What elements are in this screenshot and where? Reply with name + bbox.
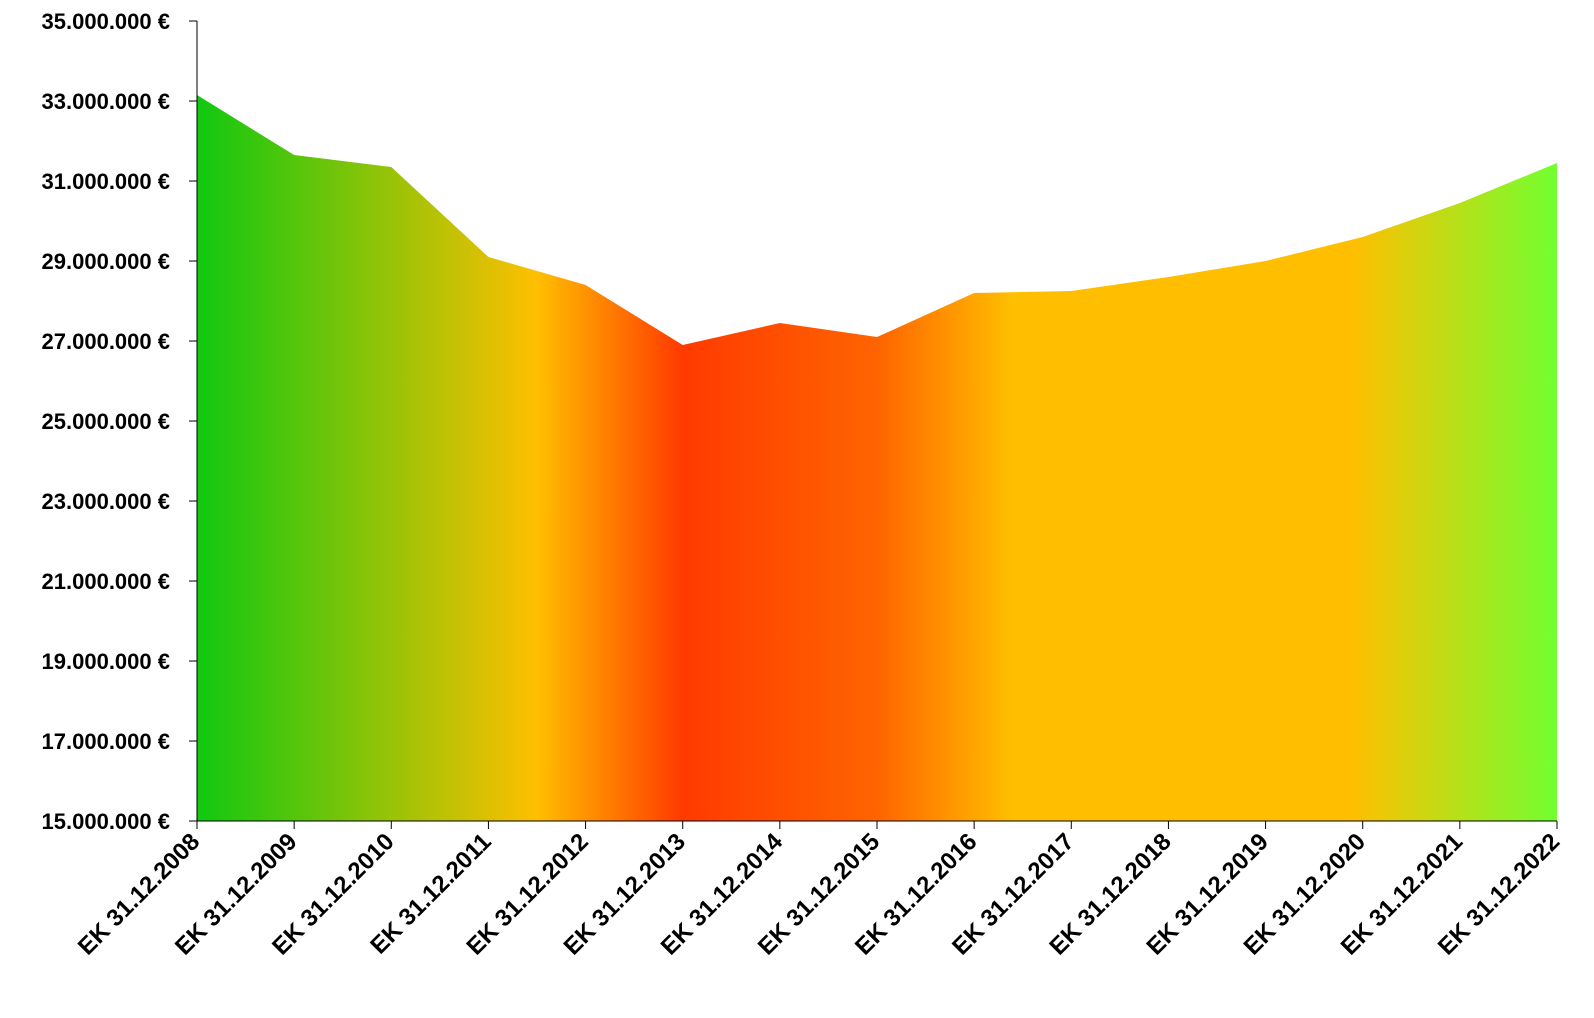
y-tick-label: 29.000.000 € <box>42 249 170 274</box>
y-tick-label: 25.000.000 € <box>42 409 170 434</box>
y-tick-label: 17.000.000 € <box>42 729 170 754</box>
y-tick-label: 31.000.000 € <box>42 169 170 194</box>
equity-area <box>197 95 1557 821</box>
y-tick-label: 23.000.000 € <box>42 489 170 514</box>
y-axis-ticks: 15.000.000 € 17.000.000 € 19.000.000 € 21.0… <box>42 9 197 834</box>
area-layer <box>197 95 1557 821</box>
y-tick-label: 33.000.000 € <box>42 89 170 114</box>
y-tick-label: 15.000.000 € <box>42 809 170 834</box>
y-tick-label: 27.000.000 € <box>42 329 170 354</box>
y-tick-label: 35.000.000 € <box>42 9 170 34</box>
y-tick-label: 21.000.000 € <box>42 569 170 594</box>
y-tick-label: 19.000.000 € <box>42 649 170 674</box>
